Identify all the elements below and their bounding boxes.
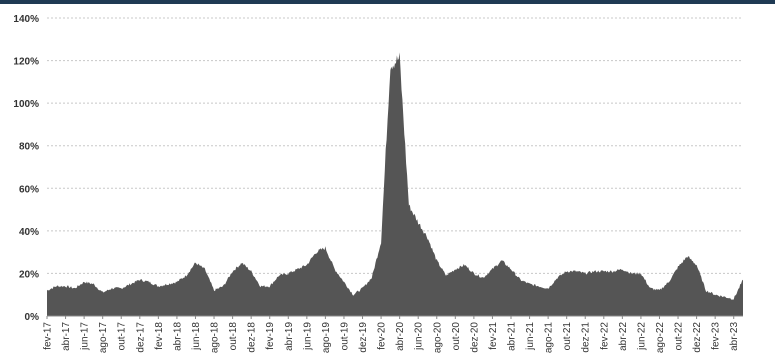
x-tick-label: abr-23 [729,322,740,351]
x-tick-label: jun-22 [636,322,647,351]
x-tick-label: out-19 [339,322,350,351]
x-tick-label: out-18 [228,322,239,351]
x-tick-label: abr-22 [618,322,629,351]
series-area [47,52,743,317]
x-tick-label: jun-20 [414,322,425,351]
x-axis: fev-17 abr-17 jun-17 ago-17 out-17 dez-17 fev-… [43,315,743,354]
x-tick-label: abr-20 [395,322,406,351]
y-tick-label: 120% [13,57,39,68]
x-tick-label: dez-21 [581,322,592,353]
y-axis: 0% 20% 40% 60% 80% 100% 120% 140% [13,14,39,323]
x-tick-label: abr-19 [284,322,295,351]
y-tick-label: 80% [19,142,39,153]
x-tick-label: fev-20 [377,322,388,350]
y-tick-label: 140% [13,14,39,25]
y-tick-label: 20% [19,269,39,280]
x-tick-label: jun-19 [302,322,313,351]
x-tick-label: ago-18 [210,322,221,354]
x-tick-label: dez-20 [469,322,480,353]
x-tick-label: fev-21 [488,322,499,350]
x-tick-label: ago-17 [98,322,109,354]
x-tick-label: abr-17 [61,322,72,351]
x-tick-label: dez-17 [135,322,146,353]
x-tick-label: fev-22 [599,322,610,350]
x-tick-label: fev-19 [265,322,276,350]
x-tick-label: fev-17 [43,322,54,350]
x-tick-label: fev-18 [154,322,165,350]
y-tick-label: 40% [19,227,39,238]
x-tick-label: abr-21 [507,322,518,351]
x-tick-label: jun-21 [525,322,536,351]
x-tick-label: ago-21 [544,322,555,354]
x-tick-label: out-22 [674,322,685,351]
x-tick-label: out-21 [562,322,573,351]
top-rule [0,0,775,4]
y-tick-label: 0% [25,312,40,323]
x-tick-label: fev-23 [711,322,722,350]
x-tick-label: ago-19 [321,322,332,354]
x-tick-label: abr-18 [172,322,183,351]
x-tick-label: dez-22 [692,322,703,353]
x-tick-label: ago-20 [432,322,443,354]
x-tick-label: out-17 [117,322,128,351]
x-tick-label: out-20 [451,322,462,351]
y-tick-label: 100% [13,99,39,110]
x-tick-label: ago-22 [655,322,666,354]
x-tick-label: jun-17 [80,322,91,351]
x-tick-label: dez-19 [358,322,369,353]
y-tick-label: 60% [19,184,39,195]
x-tick-label: jun-18 [191,322,202,351]
area-series [47,52,743,317]
x-tick-label: dez-18 [247,322,258,353]
